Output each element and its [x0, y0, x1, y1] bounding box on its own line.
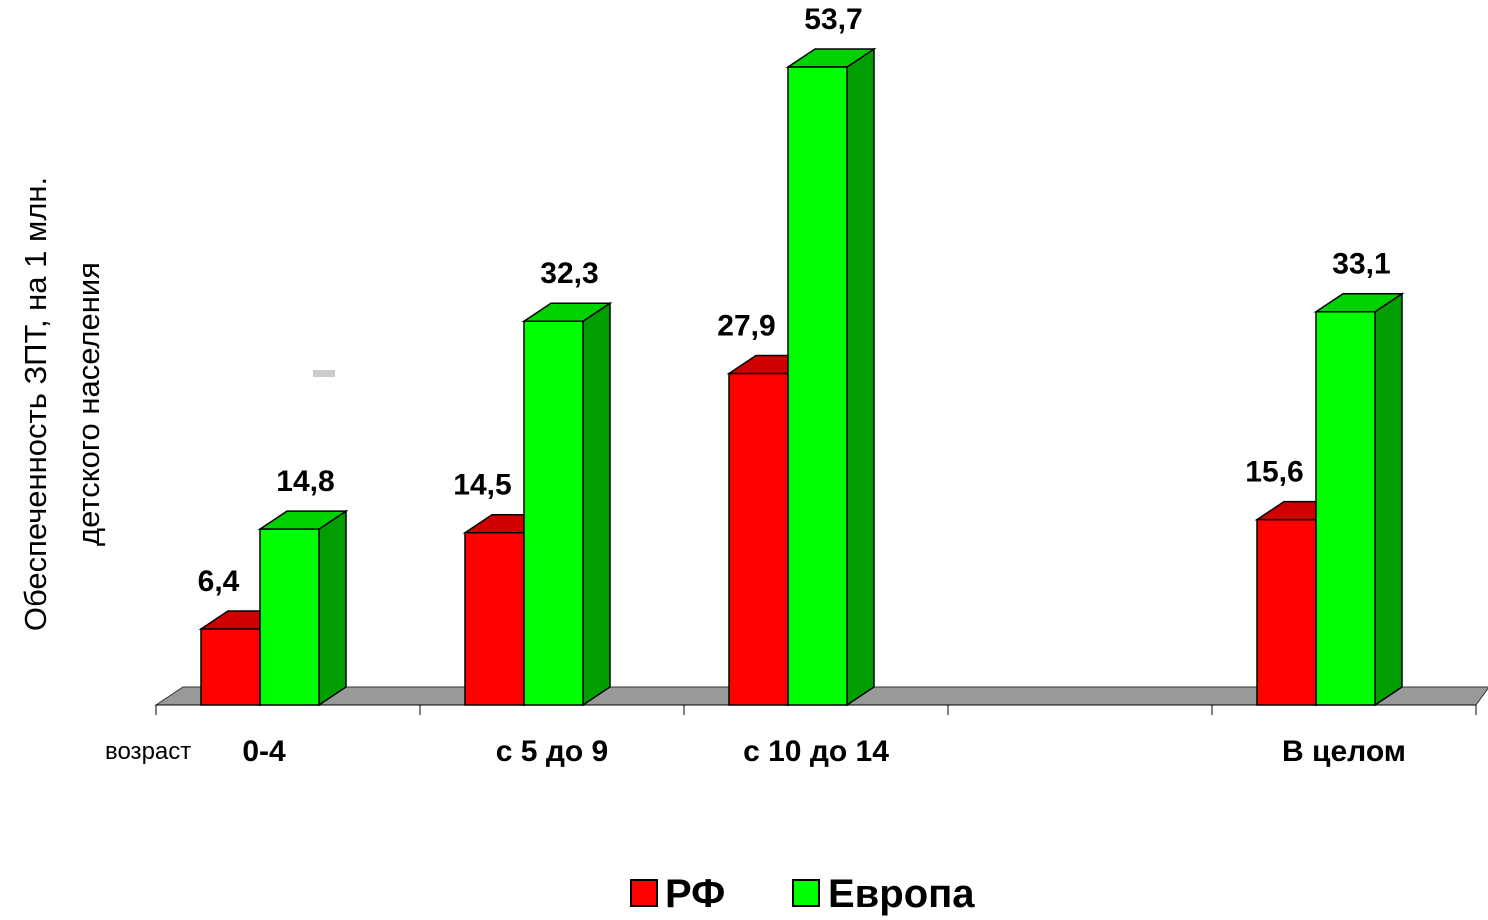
bar-side	[1374, 292, 1403, 707]
legend: РФ Европа	[630, 872, 975, 916]
decorative-dash	[313, 370, 335, 377]
bar-front	[259, 528, 320, 706]
bar	[521, 301, 613, 707]
legend-label-rf: РФ	[665, 872, 725, 916]
bar-front	[1256, 518, 1317, 706]
legend-swatch-europe	[792, 879, 820, 907]
value-label: 14,8	[276, 465, 334, 498]
value-label: 53,7	[804, 3, 862, 36]
category-label: 0-4	[242, 735, 286, 768]
category-label: В целом	[1282, 735, 1406, 768]
category-label: с 10 до 14	[743, 735, 889, 768]
bar-side	[846, 47, 875, 707]
bar-front	[523, 320, 584, 706]
y-axis-label-line-2: детского населения	[71, 262, 106, 546]
bars-group	[198, 47, 1405, 707]
value-label: 32,3	[540, 257, 598, 290]
legend-swatch-rf	[630, 879, 658, 907]
x-axis-ticks	[155, 705, 1477, 715]
value-label: 14,5	[453, 469, 511, 502]
bar-front	[464, 531, 525, 706]
y-axis-label-line-1: Обеспеченность ЗПТ, на 1 млн.	[18, 177, 53, 631]
bar	[1313, 292, 1405, 707]
bar-front	[200, 628, 261, 706]
bar	[257, 509, 349, 707]
legend-label-europe: Европа	[828, 872, 975, 916]
bar-side	[582, 301, 611, 707]
bar-front	[1315, 310, 1376, 706]
value-label: 27,9	[717, 310, 775, 343]
value-label: 33,1	[1332, 248, 1390, 281]
bar-front	[728, 372, 789, 706]
category-labels-group: 0-4 с 5 до 9 с 10 до 14 В целом	[242, 735, 1406, 768]
value-label: 6,4	[198, 565, 240, 598]
category-label: с 5 до 9	[496, 735, 608, 768]
bar	[785, 47, 877, 707]
x-axis-label: возраст	[105, 738, 191, 765]
value-labels-group: 6,4 14,8 14,5 32,3 27,9 53,7 15,6 33,1	[198, 3, 1391, 598]
bar-side	[318, 509, 347, 707]
value-label: 15,6	[1245, 456, 1303, 489]
bar-front	[787, 66, 848, 706]
